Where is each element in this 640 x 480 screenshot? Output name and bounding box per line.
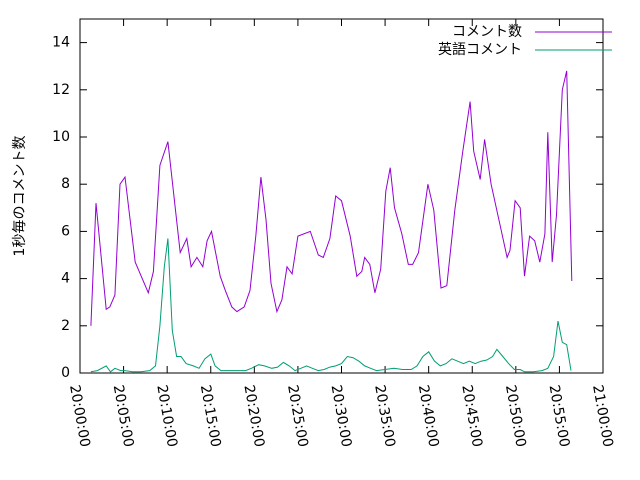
y-tick-label: 10 xyxy=(52,129,70,145)
y-tick-label: 8 xyxy=(61,176,70,192)
legend-label: 英語コメント xyxy=(438,41,522,58)
x-tick-label: 20:40:00 xyxy=(415,384,442,449)
x-tick-label: 20:30:00 xyxy=(328,384,355,449)
y-tick-label: 14 xyxy=(52,35,70,51)
series-line xyxy=(90,70,573,326)
y-axis-label: 1秒毎のコメント数 xyxy=(12,136,28,257)
x-tick-label: 20:25:00 xyxy=(284,384,311,449)
x-tick-label: 20:35:00 xyxy=(371,384,398,449)
y-tick-label: 12 xyxy=(52,82,70,98)
x-tick-label: 20:15:00 xyxy=(197,384,224,449)
x-tick-label: 20:10:00 xyxy=(153,384,180,449)
y-tick-label: 0 xyxy=(61,365,70,381)
x-tick-label: 20:05:00 xyxy=(110,384,137,449)
x-tick-label: 20:20:00 xyxy=(240,384,267,449)
series-line xyxy=(90,238,572,373)
x-tick-label: 20:50:00 xyxy=(502,384,529,449)
y-tick-label: 6 xyxy=(61,223,70,239)
x-tick-label: 20:55:00 xyxy=(546,384,573,449)
x-tick-label: 20:45:00 xyxy=(458,384,485,449)
x-tick-label: 21:00:00 xyxy=(589,384,616,449)
y-tick-label: 4 xyxy=(61,271,70,287)
x-tick-label: 20:00:00 xyxy=(66,384,93,449)
y-tick-label: 2 xyxy=(61,318,70,334)
legend-label: コメント数 xyxy=(452,24,522,40)
